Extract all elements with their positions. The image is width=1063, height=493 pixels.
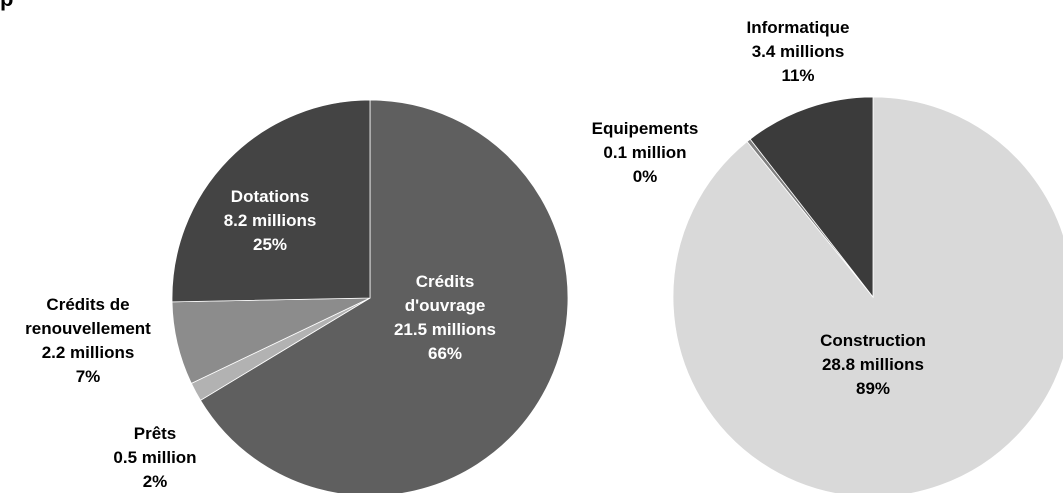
pie-chart-budget-uses: Construction 28.8 millions 89% Equipements 0… — [592, 18, 1063, 493]
corner-title-fragment: p — [0, 0, 13, 12]
slice-label-credits-de-renouvellement: Crédits de renouvellement 2.2 millions 7% — [25, 295, 151, 386]
pie-slice-informatique — [749, 96, 874, 299]
slice-label-credits-d-ouvrage: Crédits d'ouvrage 21.5 millions 66% — [394, 272, 496, 363]
slice-label-equipements: Equipements 0.1 million 0% — [592, 119, 699, 186]
slice-label-dotations: Dotations 8.2 millions 25% — [224, 187, 317, 254]
slice-label-informatique: Informatique 3.4 millions 11% — [747, 18, 850, 85]
pie-chart-budget-sources: Crédits d'ouvrage 21.5 millions 66% Prêts 0.5… — [25, 99, 569, 493]
pie-slice-dotations — [171, 99, 371, 303]
slice-label-prets: Prêts 0.5 million 2% — [113, 424, 196, 491]
slice-label-construction: Construction 28.8 millions 89% — [820, 331, 926, 398]
pie-slice-construction — [672, 96, 1063, 493]
pie-slice-credits-d-ouvrage — [199, 99, 569, 493]
